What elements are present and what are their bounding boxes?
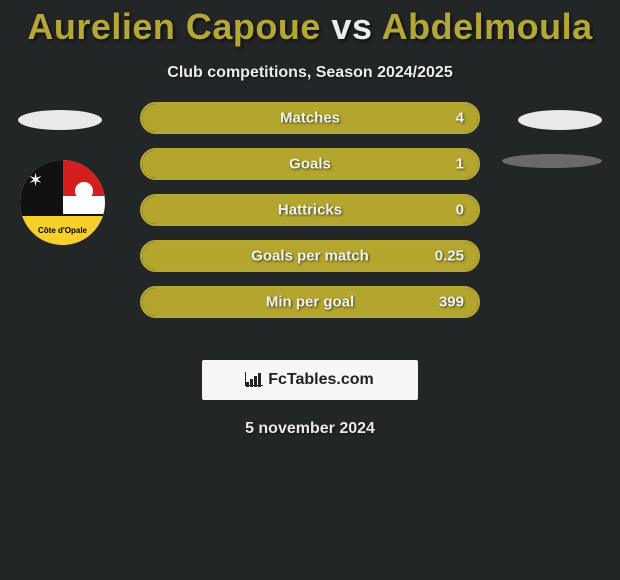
vs-text: vs xyxy=(331,6,372,47)
stat-label: Hattricks xyxy=(278,202,342,219)
date-text: 5 november 2024 xyxy=(0,400,620,458)
page-title: Aurelien Capoue vs Abdelmoula xyxy=(0,2,620,50)
subtitle: Club competitions, Season 2024/2025 xyxy=(0,50,620,102)
stats-area: ✶ Côte d'Opale Matches 4 Goals 1 Hattricks 0 G… xyxy=(0,102,620,348)
stat-row: Goals 1 xyxy=(140,148,480,180)
stat-row: Min per goal 399 xyxy=(140,286,480,318)
right-ellipse-icon xyxy=(518,110,602,130)
club-badge: ✶ Côte d'Opale xyxy=(20,160,105,245)
stat-label: Goals per match xyxy=(251,248,369,265)
stat-label: Matches xyxy=(280,110,340,127)
stat-label: Min per goal xyxy=(266,294,354,311)
stat-value: 4 xyxy=(456,110,464,127)
bar-chart-icon xyxy=(246,373,264,387)
stat-value: 0 xyxy=(456,202,464,219)
right-ellipse2-icon xyxy=(502,154,602,168)
player2-name: Abdelmoula xyxy=(382,6,593,47)
left-ellipse-icon xyxy=(18,110,102,130)
stat-row: Matches 4 xyxy=(140,102,480,134)
stat-value: 399 xyxy=(439,294,464,311)
player1-name: Aurelien Capoue xyxy=(27,6,321,47)
stat-row: Goals per match 0.25 xyxy=(140,240,480,272)
stat-rows: Matches 4 Goals 1 Hattricks 0 Goals per match 0… xyxy=(140,102,480,318)
stat-label: Goals xyxy=(289,156,331,173)
star-icon: ✶ xyxy=(28,170,43,191)
stat-row: Hattricks 0 xyxy=(140,194,480,226)
brand-box: FcTables.com xyxy=(202,360,418,400)
root: Aurelien Capoue vs Abdelmoula Club compe… xyxy=(0,0,620,458)
ball-icon xyxy=(75,182,93,200)
stat-value: 1 xyxy=(456,156,464,173)
badge-band: Côte d'Opale xyxy=(20,214,105,245)
stat-value: 0.25 xyxy=(435,248,464,265)
brand-text: FcTables.com xyxy=(268,371,374,389)
